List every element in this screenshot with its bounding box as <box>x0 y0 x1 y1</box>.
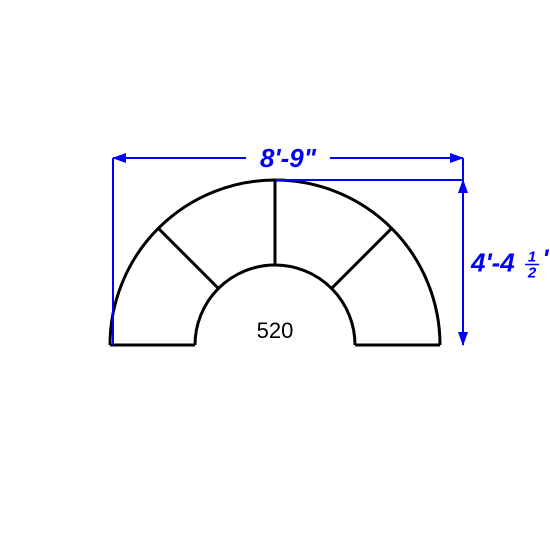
svg-text:2: 2 <box>527 265 537 282</box>
dimensioned-diagram: 520 8'-9" 4'-4 1 2 " <box>0 0 550 550</box>
svg-text:": " <box>542 244 550 274</box>
svg-text:1: 1 <box>528 249 536 266</box>
height-dimension-label: 4'-4 1 2 " <box>470 244 550 282</box>
width-dimension-label: 8'-9" <box>260 143 317 173</box>
svg-text:4'-4: 4'-4 <box>470 248 515 278</box>
model-number-label: 520 <box>257 318 294 343</box>
